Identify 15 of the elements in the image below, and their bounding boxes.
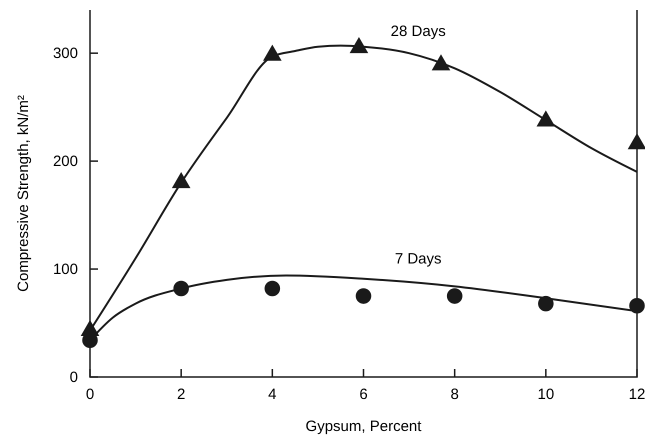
x-tick-label: 4	[268, 386, 277, 403]
y-tick-label: 0	[70, 369, 78, 386]
x-tick-label: 2	[176, 386, 186, 403]
y-tick-label: 100	[52, 261, 78, 278]
x-tick-label: 8	[450, 386, 459, 403]
x-tick-label: 10	[537, 386, 554, 403]
y-axis-title: Compressive Strength, kN/m²	[15, 95, 32, 292]
y-tick-label: 200	[52, 153, 78, 170]
y-tick-label: 300	[52, 45, 78, 62]
x-axis-title: Gypsum, Percent	[306, 418, 422, 435]
series-label: 7 Days	[394, 250, 442, 268]
x-tick-label: 0	[86, 386, 94, 403]
series-label: 28 Days	[390, 23, 446, 40]
x-tick-label: 12	[628, 386, 645, 403]
x-tick-label: 6	[359, 386, 368, 403]
